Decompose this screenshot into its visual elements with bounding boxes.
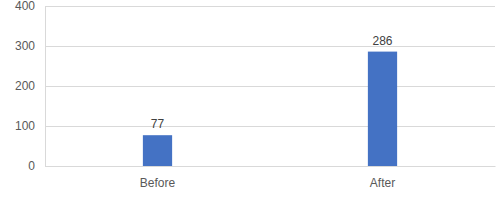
y-axis: 0 100 200 300 400 xyxy=(15,0,46,173)
grid-line xyxy=(45,6,495,7)
y-tick-label: 100 xyxy=(15,119,35,133)
x-axis: Before After xyxy=(46,166,496,190)
y-tick: 400 xyxy=(15,0,45,13)
grid-line xyxy=(45,166,495,167)
bar xyxy=(368,52,397,166)
data-label: 77 xyxy=(151,117,165,131)
y-tick-label: 300 xyxy=(15,39,35,53)
bars xyxy=(143,52,397,166)
grid-line xyxy=(45,86,495,87)
x-tick-label: After xyxy=(370,176,395,190)
y-tick: 200 xyxy=(15,79,45,93)
y-tick-label: 0 xyxy=(28,159,35,173)
chart: 0 100 200 300 400 Before After 77 286 xyxy=(0,0,500,198)
x-tick-label: Before xyxy=(140,176,176,190)
grid-line xyxy=(45,46,495,47)
grid xyxy=(45,6,495,166)
data-labels: 77 286 xyxy=(151,34,393,132)
x-tick: After xyxy=(370,166,395,190)
bar xyxy=(143,135,172,166)
y-tick: 100 xyxy=(15,119,45,133)
x-axis-line xyxy=(46,166,496,167)
data-label: 286 xyxy=(372,34,392,48)
plot: 0 100 200 300 400 Before After 77 286 xyxy=(15,0,496,190)
x-tick: Before xyxy=(140,166,176,190)
y-tick: 300 xyxy=(15,39,45,53)
grid-line xyxy=(45,126,495,127)
y-tick: 0 xyxy=(28,159,45,173)
y-tick-label: 200 xyxy=(15,79,35,93)
y-axis-line xyxy=(45,7,46,167)
y-tick-label: 400 xyxy=(15,0,35,13)
